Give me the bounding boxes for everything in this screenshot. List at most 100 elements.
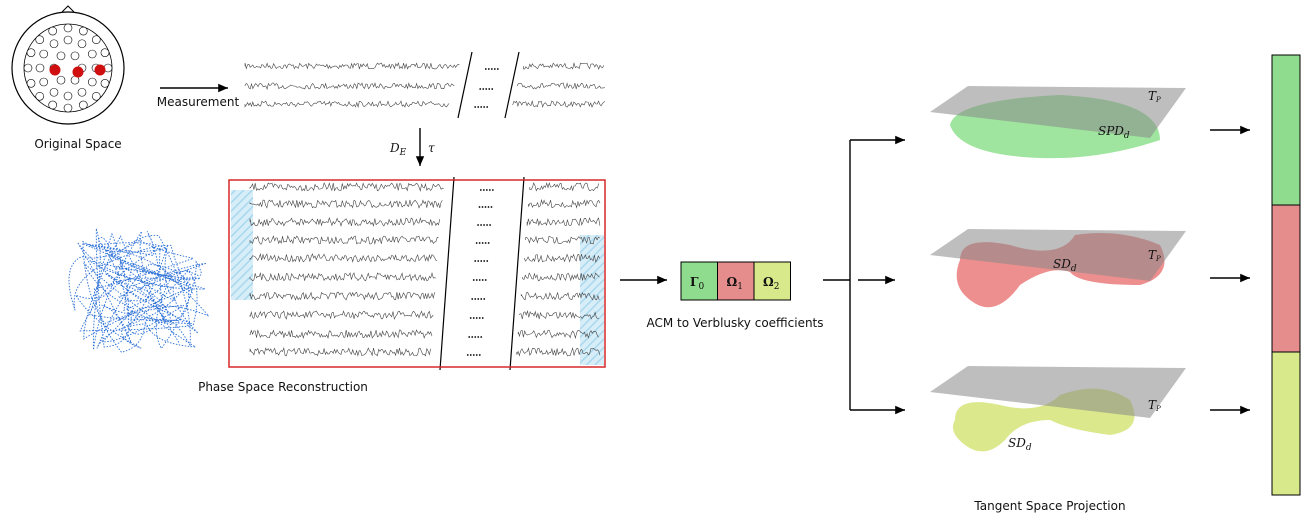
electrode <box>63 103 73 113</box>
dot <box>496 68 499 70</box>
dot <box>481 317 484 319</box>
dot <box>471 336 474 338</box>
dot <box>471 298 474 300</box>
break <box>504 51 520 119</box>
subscript: P <box>1155 96 1161 104</box>
dot <box>483 298 486 300</box>
dot <box>474 298 477 300</box>
cell-symbol: Γ0 <box>690 275 705 292</box>
subscript: d <box>1071 264 1077 274</box>
dot <box>482 189 485 191</box>
dot <box>477 336 480 338</box>
symbol: SD <box>1053 257 1071 271</box>
dot <box>486 224 488 226</box>
subscript: 2 <box>774 282 780 292</box>
dot <box>489 224 491 226</box>
signal <box>249 310 434 320</box>
dot <box>490 68 493 70</box>
symbol: T <box>1148 398 1157 412</box>
feature-block <box>1271 54 1301 206</box>
signal <box>244 100 450 109</box>
subscript: d <box>1124 131 1130 141</box>
hatch <box>580 235 604 365</box>
signal <box>249 199 443 209</box>
label: ACM to Verblusky coefficients <box>646 316 823 330</box>
dot <box>480 298 483 300</box>
electrode <box>35 63 45 73</box>
signal <box>249 291 435 301</box>
signal <box>523 253 600 263</box>
dot <box>477 224 479 226</box>
electrode <box>77 87 87 97</box>
cell <box>717 261 755 301</box>
dot <box>477 298 480 300</box>
signal <box>520 291 600 301</box>
electrode <box>48 26 57 36</box>
dot <box>472 354 475 356</box>
frame <box>228 179 606 368</box>
subscript: 1 <box>737 282 743 292</box>
electrode <box>26 48 36 57</box>
electrode <box>48 100 57 110</box>
electrode <box>35 91 45 101</box>
electrode <box>39 77 49 87</box>
dot <box>485 189 488 191</box>
signal <box>249 182 444 192</box>
electrode <box>91 91 101 101</box>
electrode <box>79 100 88 110</box>
dot <box>493 68 496 70</box>
coefficient-cells: Γ0 Ω1 Ω2 <box>680 261 791 301</box>
cell-symbol: Ω2 <box>763 275 779 292</box>
signal <box>244 62 460 70</box>
signal <box>519 309 600 320</box>
dot <box>478 354 481 356</box>
dot <box>491 189 494 191</box>
electrode <box>77 39 87 49</box>
dot <box>487 206 490 208</box>
manifold-name: SPDd <box>1098 124 1130 141</box>
dot <box>481 242 484 244</box>
dot <box>483 224 485 226</box>
signal <box>249 253 438 263</box>
math: τ <box>428 141 435 155</box>
signal <box>249 235 439 245</box>
dot <box>472 317 475 319</box>
electrode <box>23 63 33 73</box>
active-electrode <box>72 66 84 78</box>
manifold-name: SDd <box>1053 257 1077 274</box>
dot <box>468 336 471 338</box>
electrode <box>63 91 73 101</box>
symbol: Ω <box>727 275 738 289</box>
eeg-signals <box>244 51 606 119</box>
symbol: SD <box>1008 436 1026 450</box>
signal <box>517 329 600 340</box>
electrode <box>100 79 110 88</box>
electrode <box>26 79 36 88</box>
dot <box>480 336 483 338</box>
symbol: Ω <box>763 275 774 289</box>
dot <box>474 260 477 262</box>
dot <box>481 206 484 208</box>
tangent-plane <box>930 86 1186 138</box>
label: Phase Space Reconstruction <box>198 380 368 394</box>
label: Tangent Space Projection <box>973 499 1125 513</box>
signal <box>526 217 601 227</box>
signal <box>249 216 441 228</box>
dot <box>474 106 477 108</box>
symbol: T <box>1148 248 1157 262</box>
label: Original Space <box>34 137 121 151</box>
break <box>509 176 525 371</box>
dot <box>484 279 487 281</box>
electrode <box>100 48 110 57</box>
dot <box>480 224 482 226</box>
electrode <box>91 35 101 45</box>
manifold-name: SDd <box>1008 436 1032 453</box>
subscript: P <box>1155 405 1161 413</box>
tangent-plane <box>930 229 1186 281</box>
dot <box>487 68 490 70</box>
dot <box>475 279 478 281</box>
active-electrode <box>94 64 106 76</box>
signal <box>244 82 455 90</box>
dot <box>483 106 486 108</box>
phase-trajectory <box>68 228 209 353</box>
